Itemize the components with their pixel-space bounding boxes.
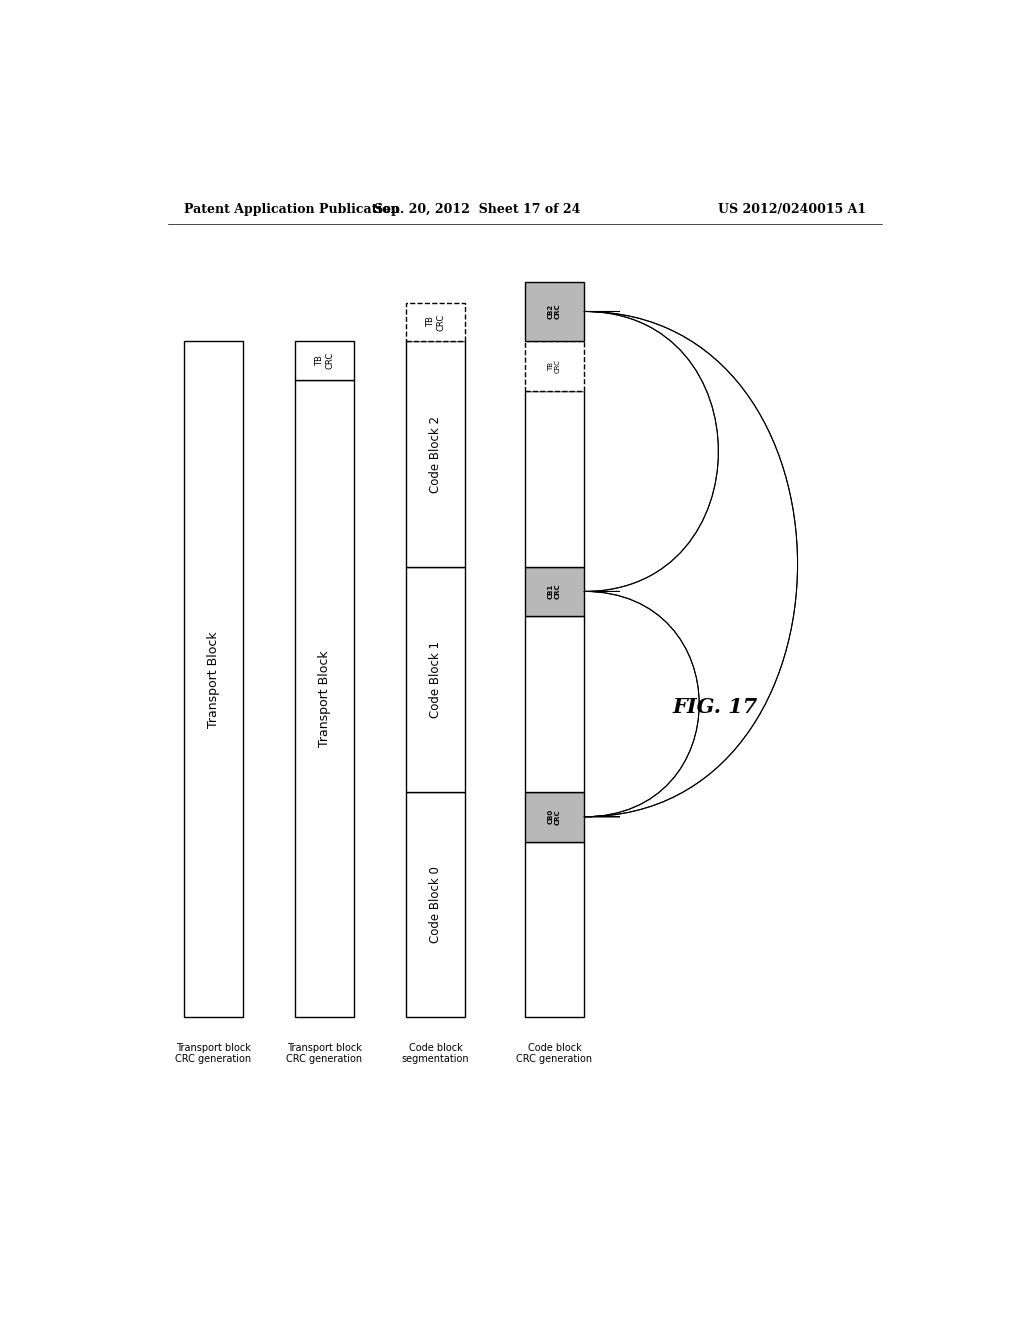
Text: TB
CRC: TB CRC <box>426 313 445 331</box>
Text: TB
CRC: TB CRC <box>314 352 334 370</box>
Bar <box>524 842 585 1018</box>
Text: Code Block 2: Code Block 2 <box>548 434 561 512</box>
Bar <box>524 281 585 342</box>
Bar <box>524 342 585 380</box>
Text: Code Block 1: Code Block 1 <box>548 665 561 743</box>
Text: Code Block 0: Code Block 0 <box>548 886 561 962</box>
Bar <box>524 566 585 616</box>
Bar <box>406 342 465 566</box>
Text: Code Block 0: Code Block 0 <box>429 866 442 942</box>
Text: Sep. 20, 2012  Sheet 17 of 24: Sep. 20, 2012 Sheet 17 of 24 <box>374 203 581 215</box>
Text: Code Block 2: Code Block 2 <box>429 416 442 492</box>
Text: CB0
CRC: CB0 CRC <box>548 804 561 820</box>
Bar <box>295 380 354 1018</box>
Text: Transport block
CRC generation: Transport block CRC generation <box>175 1043 251 1064</box>
Bar <box>524 792 585 842</box>
Text: CB2
CRC: CB2 CRC <box>548 304 561 319</box>
Text: Transport Block: Transport Block <box>317 651 331 747</box>
Bar <box>406 792 465 1018</box>
Text: Code Block 1: Code Block 1 <box>548 660 561 737</box>
Text: CB0
CRC: CB0 CRC <box>548 809 561 825</box>
Text: Transport block
CRC generation: Transport block CRC generation <box>287 1043 362 1064</box>
Text: CB1
CRC: CB1 CRC <box>548 578 561 594</box>
Text: US 2012/0240015 A1: US 2012/0240015 A1 <box>718 203 866 215</box>
Text: FIG. 17: FIG. 17 <box>673 697 758 717</box>
Text: Code Block 0: Code Block 0 <box>548 891 561 968</box>
Bar <box>524 253 585 1018</box>
Bar <box>524 342 585 391</box>
Bar <box>524 830 585 1018</box>
Text: CB2
CRC: CB2 CRC <box>548 352 561 368</box>
Bar <box>524 792 585 830</box>
Text: CB1
CRC: CB1 CRC <box>548 583 561 599</box>
Bar <box>524 616 585 792</box>
Text: Transport Block: Transport Block <box>207 631 220 727</box>
Bar <box>524 606 585 792</box>
Bar <box>183 342 243 1018</box>
Text: Code block
CRC generation: Code block CRC generation <box>516 1043 593 1064</box>
Bar <box>524 391 585 566</box>
Text: TB
CRC: TB CRC <box>548 359 561 374</box>
Text: Patent Application Publication: Patent Application Publication <box>183 203 399 215</box>
Bar <box>406 302 465 342</box>
Text: Code block
segmentation: Code block segmentation <box>401 1043 469 1064</box>
Bar <box>524 566 585 606</box>
Bar <box>524 380 585 566</box>
Text: Code Block 1: Code Block 1 <box>429 640 442 718</box>
Bar <box>295 342 354 380</box>
Bar <box>406 566 465 792</box>
Text: Code Block 2: Code Block 2 <box>548 441 561 517</box>
